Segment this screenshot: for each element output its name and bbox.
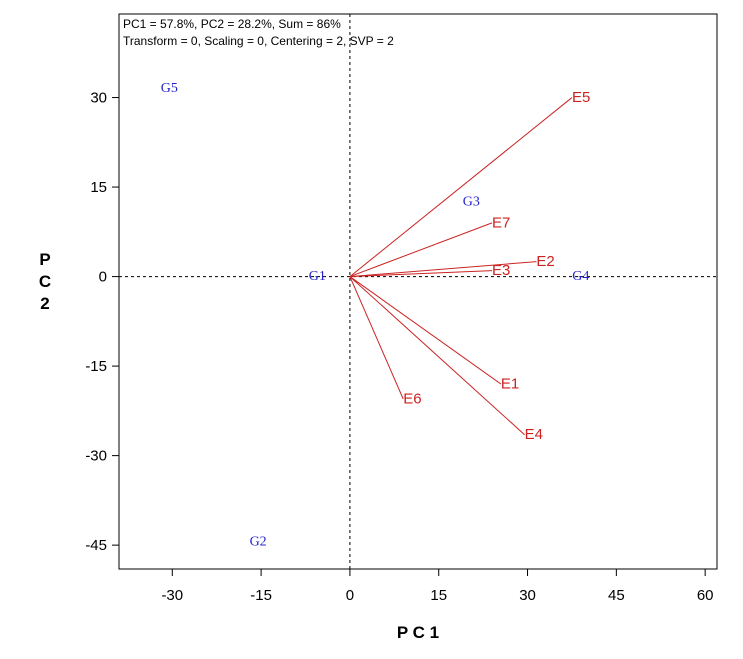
y-tick-label: -45 [85,537,107,554]
environment-vector [349,276,502,385]
environment-vector [349,222,493,278]
environment-label: E7 [492,214,510,231]
environment-label: E2 [536,253,554,270]
y-axis-title: PC 2 [39,250,51,313]
axis-ticks: -30 -15 0 15 30 45 60 30 15 0 -15 -30 -45 [85,90,713,604]
y-axis-title-char: 2 [40,294,49,313]
genotype-label: G2 [250,535,267,550]
genotype-label: G4 [572,269,589,284]
environment-label: E5 [572,89,590,106]
environment-label: E3 [492,262,510,279]
y-axis-title-char: P [39,250,50,269]
environment-label: E6 [403,390,421,407]
environment-vector [349,261,537,278]
environment-vector [349,97,573,277]
genotype-label: G3 [463,194,480,209]
genotype-label: G5 [161,81,178,96]
environment-vector [349,276,404,400]
y-tick-label: 30 [90,90,107,107]
environment-vector [349,270,493,278]
x-tick-label: 15 [430,587,447,604]
y-tick-label: 15 [90,179,107,196]
plot-frame [118,13,718,570]
environment-vector [349,276,525,436]
info-line-1: PC1 = 57.8%, PC2 = 28.2%, Sum = 86% [123,17,341,31]
genotype-points: G1 G2 G3 G4 G5 [161,81,590,550]
y-tick-label: -30 [85,448,107,465]
x-tick-label: -30 [161,587,183,604]
x-tick-label: 0 [346,587,354,604]
environment-label: E4 [525,426,543,443]
x-tick-label: 45 [608,587,625,604]
x-tick-label: -15 [250,587,272,604]
genotype-label: G1 [309,269,326,284]
y-tick-label: 0 [99,269,107,286]
reference-lines [119,14,717,569]
y-tick-label: -15 [85,358,107,375]
x-axis-title: P C 1 [397,623,439,642]
environment-label: E1 [501,376,519,393]
y-axis-title-char: C [39,272,51,291]
environment-vectors: E1 E2 E3 E4 E5 E6 E7 [349,89,590,443]
x-tick-label: 30 [519,587,536,604]
x-tick-label: 60 [697,587,714,604]
info-line-2: Transform = 0, Scaling = 0, Centering = … [123,34,394,48]
